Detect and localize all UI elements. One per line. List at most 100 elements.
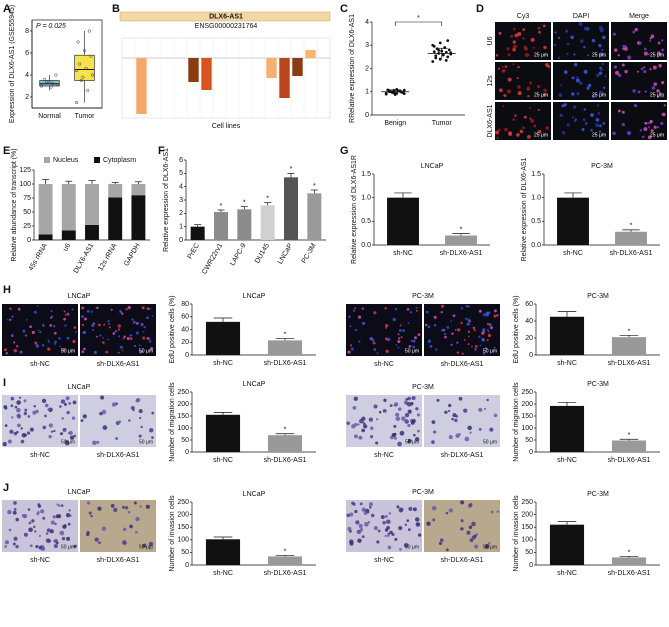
cell [127,305,131,310]
image-label: sh-DLX6-AS1 [441,361,484,368]
point [438,57,442,61]
cell [376,352,379,355]
scale-label: 25 μm [592,92,606,98]
cell [353,396,358,401]
panel-letter: D [476,3,484,15]
point [81,75,85,79]
image-label: sh-DLX6-AS1 [97,557,140,564]
cell [84,317,87,321]
cell [496,136,499,139]
cell [497,128,501,132]
cell [67,313,70,316]
cell [448,435,453,440]
cell [546,126,549,129]
cell [637,90,641,94]
cell [397,407,402,411]
cell [416,522,420,526]
cell [17,414,21,419]
row-label: DLX6-AS1 [487,104,494,137]
cell [411,340,413,342]
point [76,40,80,44]
y-tick-label: 0.5 [361,218,371,225]
y-tick-label: 0 [185,352,189,359]
cell [15,517,19,522]
cell [600,48,604,52]
cell [512,44,517,49]
cell [516,133,520,137]
cell [129,524,133,529]
cell [478,427,482,431]
cell [87,309,89,312]
y-tick-label: 250 [177,389,189,396]
cell [82,332,84,334]
cell [361,535,365,539]
legend-swatch [94,157,100,163]
cell [564,29,569,33]
bar [284,177,298,240]
point [441,53,445,57]
cell [38,534,42,538]
cell [129,334,132,337]
image-title: PC-3M [412,489,434,496]
chart-title: LNCaP [243,381,266,388]
cell [110,308,113,311]
legend-label: Nucleus [53,157,79,164]
cell [384,534,387,538]
cell [522,28,526,32]
cell [47,347,51,351]
cell [102,336,104,339]
bar [557,197,589,245]
cell [142,336,146,340]
cell [101,409,107,415]
cell [506,89,512,94]
cell [62,427,67,432]
cell [599,124,602,128]
cell [146,307,150,311]
cell [487,328,489,331]
cell [467,425,472,431]
cell [110,504,115,508]
cell [349,344,353,347]
cell [411,396,416,401]
box [74,54,95,81]
cell [647,122,650,125]
image-label: sh-NC [374,361,394,368]
cell [133,501,137,505]
cell [469,503,473,507]
scale-label: 50 μm [139,439,153,445]
bar-segment [61,230,76,240]
cell [348,315,351,319]
cell [346,421,350,425]
cell [82,414,87,419]
image-label: sh-DLX6-AS1 [97,361,140,368]
cell [468,335,470,338]
cell [413,433,416,437]
point [55,83,60,87]
cell [354,423,358,427]
point [384,91,388,95]
cell [621,63,625,67]
cell [433,315,437,319]
cell [543,88,547,93]
cell [519,129,524,134]
cell [148,338,151,341]
cell [6,318,9,321]
chart-title: PC-3M [587,293,609,300]
bar [267,435,303,452]
cell [523,115,527,119]
cell [16,407,21,413]
scale-label: 50 μm [405,348,419,354]
cell [493,346,496,349]
cell [538,30,541,34]
significance-mark: * [220,203,223,210]
cell [373,348,377,351]
panel-letter: G [340,145,349,157]
cell [439,538,444,543]
row-label: U6 [487,36,494,45]
cell [514,33,519,38]
point [90,73,95,77]
cell [613,48,618,52]
cell [647,53,650,56]
cell [493,413,498,418]
cell [433,430,437,434]
